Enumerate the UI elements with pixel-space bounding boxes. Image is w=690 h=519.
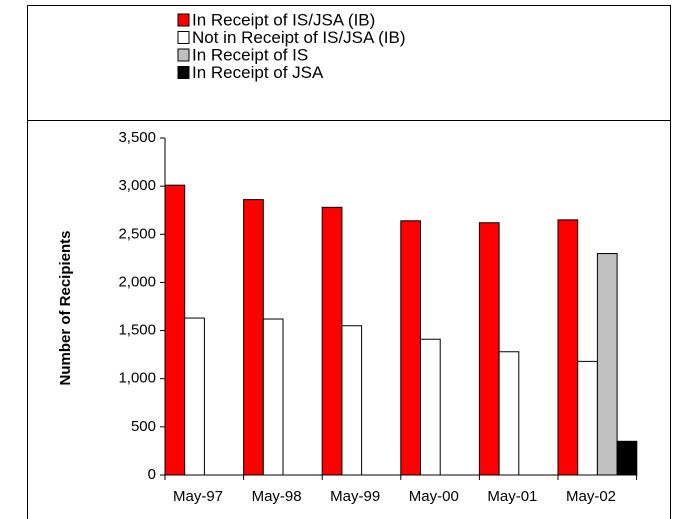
bar	[420, 338, 441, 476]
y-tick-label: 2,000	[118, 273, 156, 290]
legend-swatch	[177, 13, 190, 27]
y-tick-label: 2,500	[118, 225, 156, 242]
y-tick-label: 500	[131, 418, 156, 435]
legend-swatch	[177, 66, 190, 79]
bar	[341, 325, 363, 476]
legend-swatch	[177, 48, 190, 62]
bar	[616, 440, 638, 476]
legend-box	[27, 5, 671, 121]
y-axis-label: Number of Recipients	[57, 230, 74, 385]
bar	[478, 222, 500, 476]
y-tick-label: 1,500	[118, 322, 156, 339]
bar	[400, 220, 421, 476]
legend-label: Not in Receipt of IS/JSA (IB)	[192, 28, 406, 47]
x-tick-label: May-01	[487, 488, 537, 505]
y-tick-label: 3,000	[118, 177, 156, 194]
x-tick-label: May-97	[173, 488, 223, 505]
bar	[596, 253, 618, 476]
legend-swatch	[177, 31, 190, 44]
y-tick-label: 3,500	[118, 129, 156, 146]
x-tick-label: May-00	[409, 488, 459, 505]
x-tick-label: May-99	[330, 488, 380, 505]
y-tick-label: 0	[148, 466, 156, 483]
y-tick-label: 1,000	[118, 370, 156, 387]
bar	[164, 184, 186, 476]
bar	[184, 317, 205, 476]
bar	[243, 199, 264, 476]
bar	[557, 219, 579, 476]
legend-label: In Receipt of IS/JSA (IB)	[192, 10, 375, 29]
bar	[577, 360, 598, 476]
bar	[498, 351, 520, 476]
bar	[321, 206, 343, 476]
legend-label: In Receipt of IS	[192, 45, 308, 64]
bar	[262, 318, 284, 476]
x-tick-label: May-98	[252, 488, 302, 505]
x-tick-label: May-02	[566, 488, 616, 505]
legend-label: In Receipt of JSA	[192, 63, 324, 82]
